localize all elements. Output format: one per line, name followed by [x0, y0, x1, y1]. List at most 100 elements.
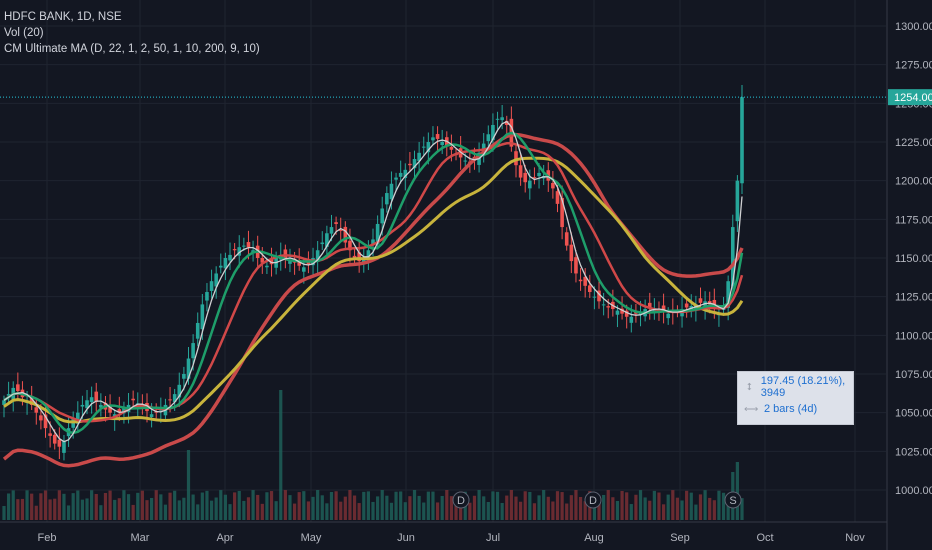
candle-body: [108, 406, 112, 413]
volume-bar: [689, 492, 693, 520]
ma-indicator-label[interactable]: CM Ultimate MA (D, 22, 1, 2, 50, 1, 10, …: [4, 43, 260, 55]
ma-slow-red-line: [3, 142, 744, 423]
candle-body: [200, 304, 205, 330]
volume-bar: [256, 494, 260, 520]
candle-body: [177, 384, 182, 398]
candle-body: [698, 298, 703, 303]
measure-change: 197.45 (18.21%), 3949: [760, 375, 846, 399]
ma-50-line: [3, 156, 744, 424]
volume-bar: [362, 491, 366, 520]
ma-mid-line: [3, 131, 744, 435]
volume-bar: [297, 492, 301, 520]
candle-body: [523, 172, 528, 183]
volume-bar: [94, 493, 98, 520]
time-tick-label: Aug: [584, 532, 604, 544]
candle-body: [334, 222, 338, 224]
chart-legend: HDFC BANK, 1D, NSE Vol (20) CM Ultimate …: [4, 9, 260, 57]
candle-body: [76, 412, 80, 424]
candle-body: [343, 226, 348, 243]
volume-bar: [343, 496, 347, 520]
volume-bar: [431, 491, 435, 520]
candle-body: [232, 249, 237, 251]
candle-body: [689, 305, 694, 310]
volume-bar: [311, 496, 315, 520]
volume-bar: [509, 490, 513, 520]
symbol-title[interactable]: HDFC BANK, 1D, NSE: [4, 11, 122, 23]
volume-bar: [629, 504, 633, 520]
volume-bar: [422, 502, 426, 520]
volume-bar: [90, 490, 94, 520]
candle-body: [735, 180, 740, 222]
candle-body: [528, 180, 532, 189]
volume-bar: [126, 494, 131, 520]
candle-body: [730, 227, 735, 287]
volume-bar: [292, 503, 297, 520]
volume-bar: [302, 491, 306, 520]
volume-bar: [228, 504, 232, 520]
volume-bar: [57, 490, 61, 520]
last-price-tag-text: 1254.00: [894, 92, 932, 104]
candle-body: [306, 262, 311, 265]
candle-body: [435, 134, 440, 139]
volume-bar: [265, 492, 269, 520]
volume-bar: [214, 497, 218, 520]
volume-bar: [159, 494, 163, 520]
volume-bar: [274, 501, 278, 520]
volume-bar: [482, 496, 486, 520]
candle-body: [398, 172, 403, 177]
candle-body: [371, 239, 375, 245]
volume-bar: [694, 504, 698, 520]
candle-body: [647, 302, 652, 308]
volume-bar: [223, 494, 227, 520]
candle-body: [537, 172, 541, 177]
candle-body: [726, 281, 730, 308]
event-marker-label: D: [457, 495, 465, 507]
volume-bar: [726, 504, 730, 520]
volume-bar: [191, 494, 195, 520]
volume-bar: [514, 496, 518, 520]
volume-bar: [394, 491, 398, 520]
volume-bar: [389, 502, 394, 520]
candle-body: [361, 258, 366, 264]
price-tick-label: 1075.00: [895, 369, 932, 381]
candle-body: [131, 398, 135, 401]
volume-bar: [99, 505, 103, 520]
candle-body: [182, 374, 186, 379]
candle-body: [2, 400, 6, 405]
candle-body: [214, 273, 218, 287]
volume-bar: [602, 494, 606, 520]
volume-bar: [209, 500, 214, 520]
volume-bar: [25, 490, 29, 520]
volume-bar: [648, 500, 652, 520]
candle-body: [426, 142, 431, 153]
volume-bar: [34, 505, 38, 520]
volume-bar: [569, 495, 573, 520]
event-marker: [584, 491, 602, 509]
volume-bar: [316, 490, 320, 520]
candle-body: [421, 146, 426, 148]
volume-indicator-label[interactable]: Vol (20): [4, 27, 44, 39]
volume-bar: [597, 503, 601, 520]
candle-body: [463, 160, 468, 162]
candle-body: [80, 404, 85, 407]
price-tick-label: 1125.00: [895, 292, 932, 304]
volume-bar: [200, 492, 204, 520]
candle-body: [117, 409, 122, 413]
candle-body: [606, 306, 611, 308]
volume-bar: [246, 497, 251, 520]
candle-body: [43, 414, 48, 429]
candle-body: [385, 193, 389, 205]
volume-bar: [48, 499, 52, 520]
volume-bar: [325, 503, 329, 520]
candle-body: [265, 265, 269, 268]
volume-bar: [620, 490, 624, 520]
event-marker: [724, 491, 742, 509]
candle-body: [6, 394, 11, 396]
time-tick-label: May: [301, 532, 322, 544]
price-range-icon: ⭥: [746, 381, 753, 393]
volume-bar: [426, 491, 430, 520]
volume-bar: [638, 490, 643, 520]
volume-bar: [237, 490, 241, 520]
candle-body: [209, 281, 214, 291]
